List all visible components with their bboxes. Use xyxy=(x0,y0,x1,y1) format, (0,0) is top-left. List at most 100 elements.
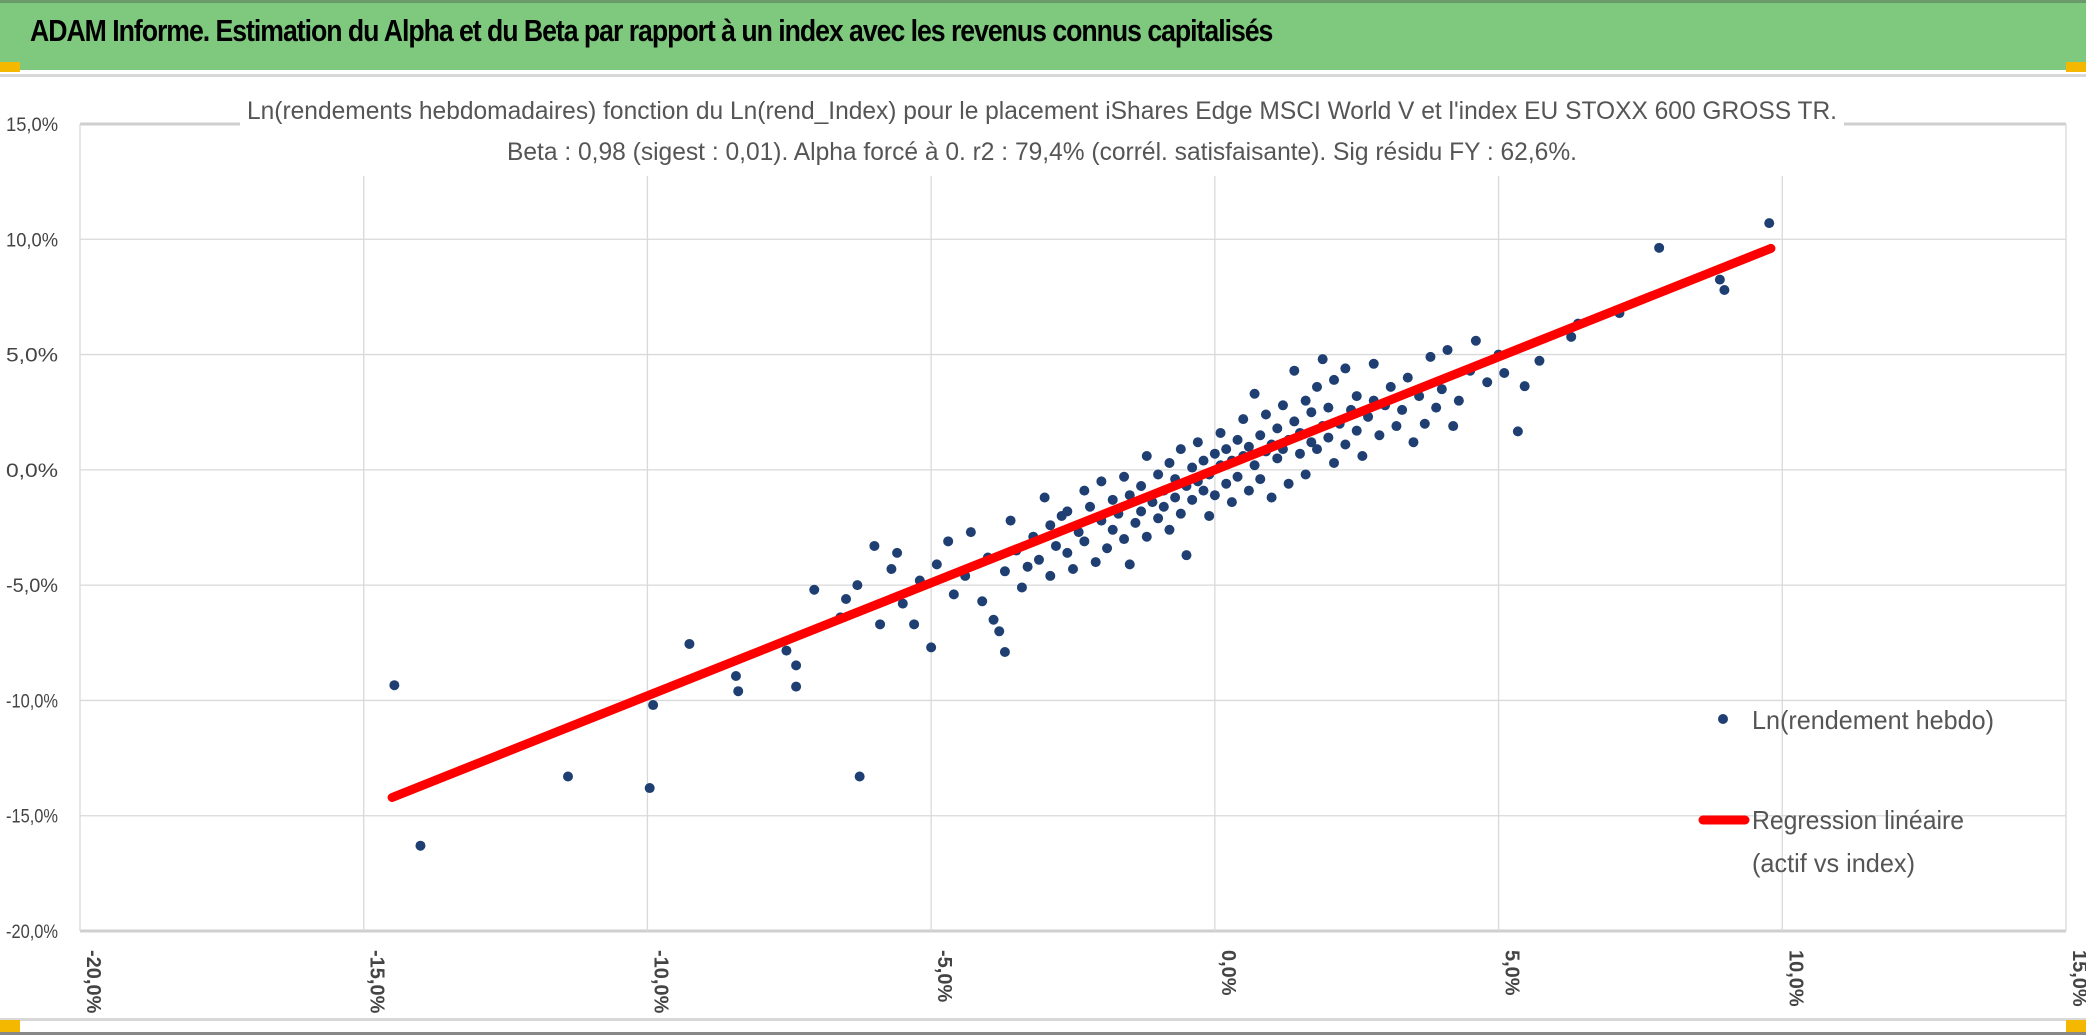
data-point xyxy=(1050,540,1061,551)
data-point xyxy=(1654,242,1665,253)
legend-label-scatter: Ln(rendement hebdo) xyxy=(1752,705,1994,735)
data-point xyxy=(931,559,942,570)
gridlines xyxy=(79,122,2067,933)
data-point xyxy=(1357,451,1368,462)
data-point xyxy=(1232,471,1243,482)
data-point xyxy=(1209,490,1220,501)
selection-handle[interactable] xyxy=(0,62,20,72)
data-point xyxy=(1102,543,1113,554)
data-point xyxy=(1085,501,1096,512)
data-point xyxy=(1136,480,1147,491)
data-point xyxy=(1402,372,1413,383)
data-point xyxy=(1243,485,1254,496)
data-point xyxy=(1519,381,1530,392)
data-point xyxy=(1153,513,1164,524)
data-point xyxy=(1045,570,1056,581)
selection-handle[interactable] xyxy=(2066,1020,2086,1032)
data-point xyxy=(1198,455,1209,466)
data-point xyxy=(1470,335,1481,346)
data-point xyxy=(791,681,802,692)
data-point xyxy=(730,670,741,681)
data-point xyxy=(1329,457,1340,468)
x-tick-label: 0,0% xyxy=(1217,950,1239,996)
data-point xyxy=(1005,515,1016,526)
x-tick-label: 10,0% xyxy=(1784,950,1806,1007)
data-point xyxy=(1181,550,1192,561)
x-tick-label: 15,0% xyxy=(2068,950,2086,1007)
data-point xyxy=(1499,368,1510,379)
data-point xyxy=(1039,492,1050,503)
data-point xyxy=(854,771,865,782)
data-point xyxy=(1442,344,1453,355)
data-point xyxy=(1764,218,1775,229)
data-point xyxy=(1289,365,1300,376)
data-point xyxy=(1164,524,1175,535)
data-point xyxy=(1062,547,1073,558)
data-point xyxy=(733,686,744,697)
data-point xyxy=(1249,388,1260,399)
data-point xyxy=(1512,426,1523,437)
data-point xyxy=(988,614,999,625)
data-point xyxy=(1221,478,1232,489)
data-point xyxy=(1397,404,1408,415)
data-point xyxy=(1340,439,1351,450)
data-point xyxy=(1232,434,1243,445)
data-point xyxy=(781,645,792,656)
data-point xyxy=(648,700,659,711)
data-point xyxy=(1079,485,1090,496)
data-point xyxy=(1158,501,1169,512)
data-point xyxy=(1079,536,1090,547)
data-point xyxy=(791,660,802,671)
data-point xyxy=(1714,274,1725,285)
data-point xyxy=(1419,418,1430,429)
data-point xyxy=(948,589,959,600)
data-point xyxy=(841,593,852,604)
y-tick-label: 10,0% xyxy=(6,230,58,251)
data-point xyxy=(1340,363,1351,374)
data-point xyxy=(1141,531,1152,542)
data-point xyxy=(1119,534,1130,545)
data-point xyxy=(1272,423,1283,434)
data-point xyxy=(875,619,886,630)
data-point xyxy=(869,540,880,551)
data-point xyxy=(644,783,655,794)
data-point xyxy=(1033,554,1044,565)
data-point xyxy=(1534,355,1545,366)
data-point xyxy=(1136,506,1147,517)
selection-handle[interactable] xyxy=(2066,62,2086,72)
data-point xyxy=(1436,384,1447,395)
data-point xyxy=(1175,444,1186,455)
data-point xyxy=(892,547,903,558)
legend: Ln(rendement hebdo) Regression linéaire … xyxy=(1698,705,1994,878)
data-point xyxy=(1323,402,1334,413)
y-tick-label: -5,0% xyxy=(6,576,58,597)
data-point xyxy=(1425,351,1436,362)
data-point xyxy=(1124,559,1135,570)
data-point xyxy=(1022,561,1033,572)
x-tick-label: -20,0% xyxy=(82,950,104,1014)
y-axis-ticks: 15,0% 10,0% 5,0% 0,0% -5,0% -10,0% -15,0% -20,0… xyxy=(6,115,58,943)
data-point xyxy=(1198,485,1209,496)
divider xyxy=(0,74,2086,77)
selection-handle[interactable] xyxy=(0,1020,20,1032)
data-point xyxy=(1141,451,1152,462)
regression-line xyxy=(387,243,1776,802)
data-point xyxy=(1170,492,1181,503)
data-point xyxy=(1329,374,1340,385)
data-point xyxy=(1482,377,1493,388)
data-point xyxy=(1368,358,1379,369)
legend-label-regression-line1: Regression linéaire xyxy=(1752,805,1964,835)
data-point xyxy=(1294,448,1305,459)
data-point xyxy=(1408,437,1419,448)
data-point xyxy=(909,619,920,630)
data-point xyxy=(1300,395,1311,406)
data-point xyxy=(1226,497,1237,508)
data-point xyxy=(1306,437,1317,448)
chart-title-line2: Beta : 0,98 (sigest : 0,01). Alpha forcé… xyxy=(507,138,1577,166)
divider xyxy=(0,1018,2086,1021)
data-point xyxy=(1566,331,1577,342)
data-point xyxy=(1277,400,1288,411)
data-point xyxy=(1448,421,1459,432)
data-point xyxy=(1317,354,1328,365)
